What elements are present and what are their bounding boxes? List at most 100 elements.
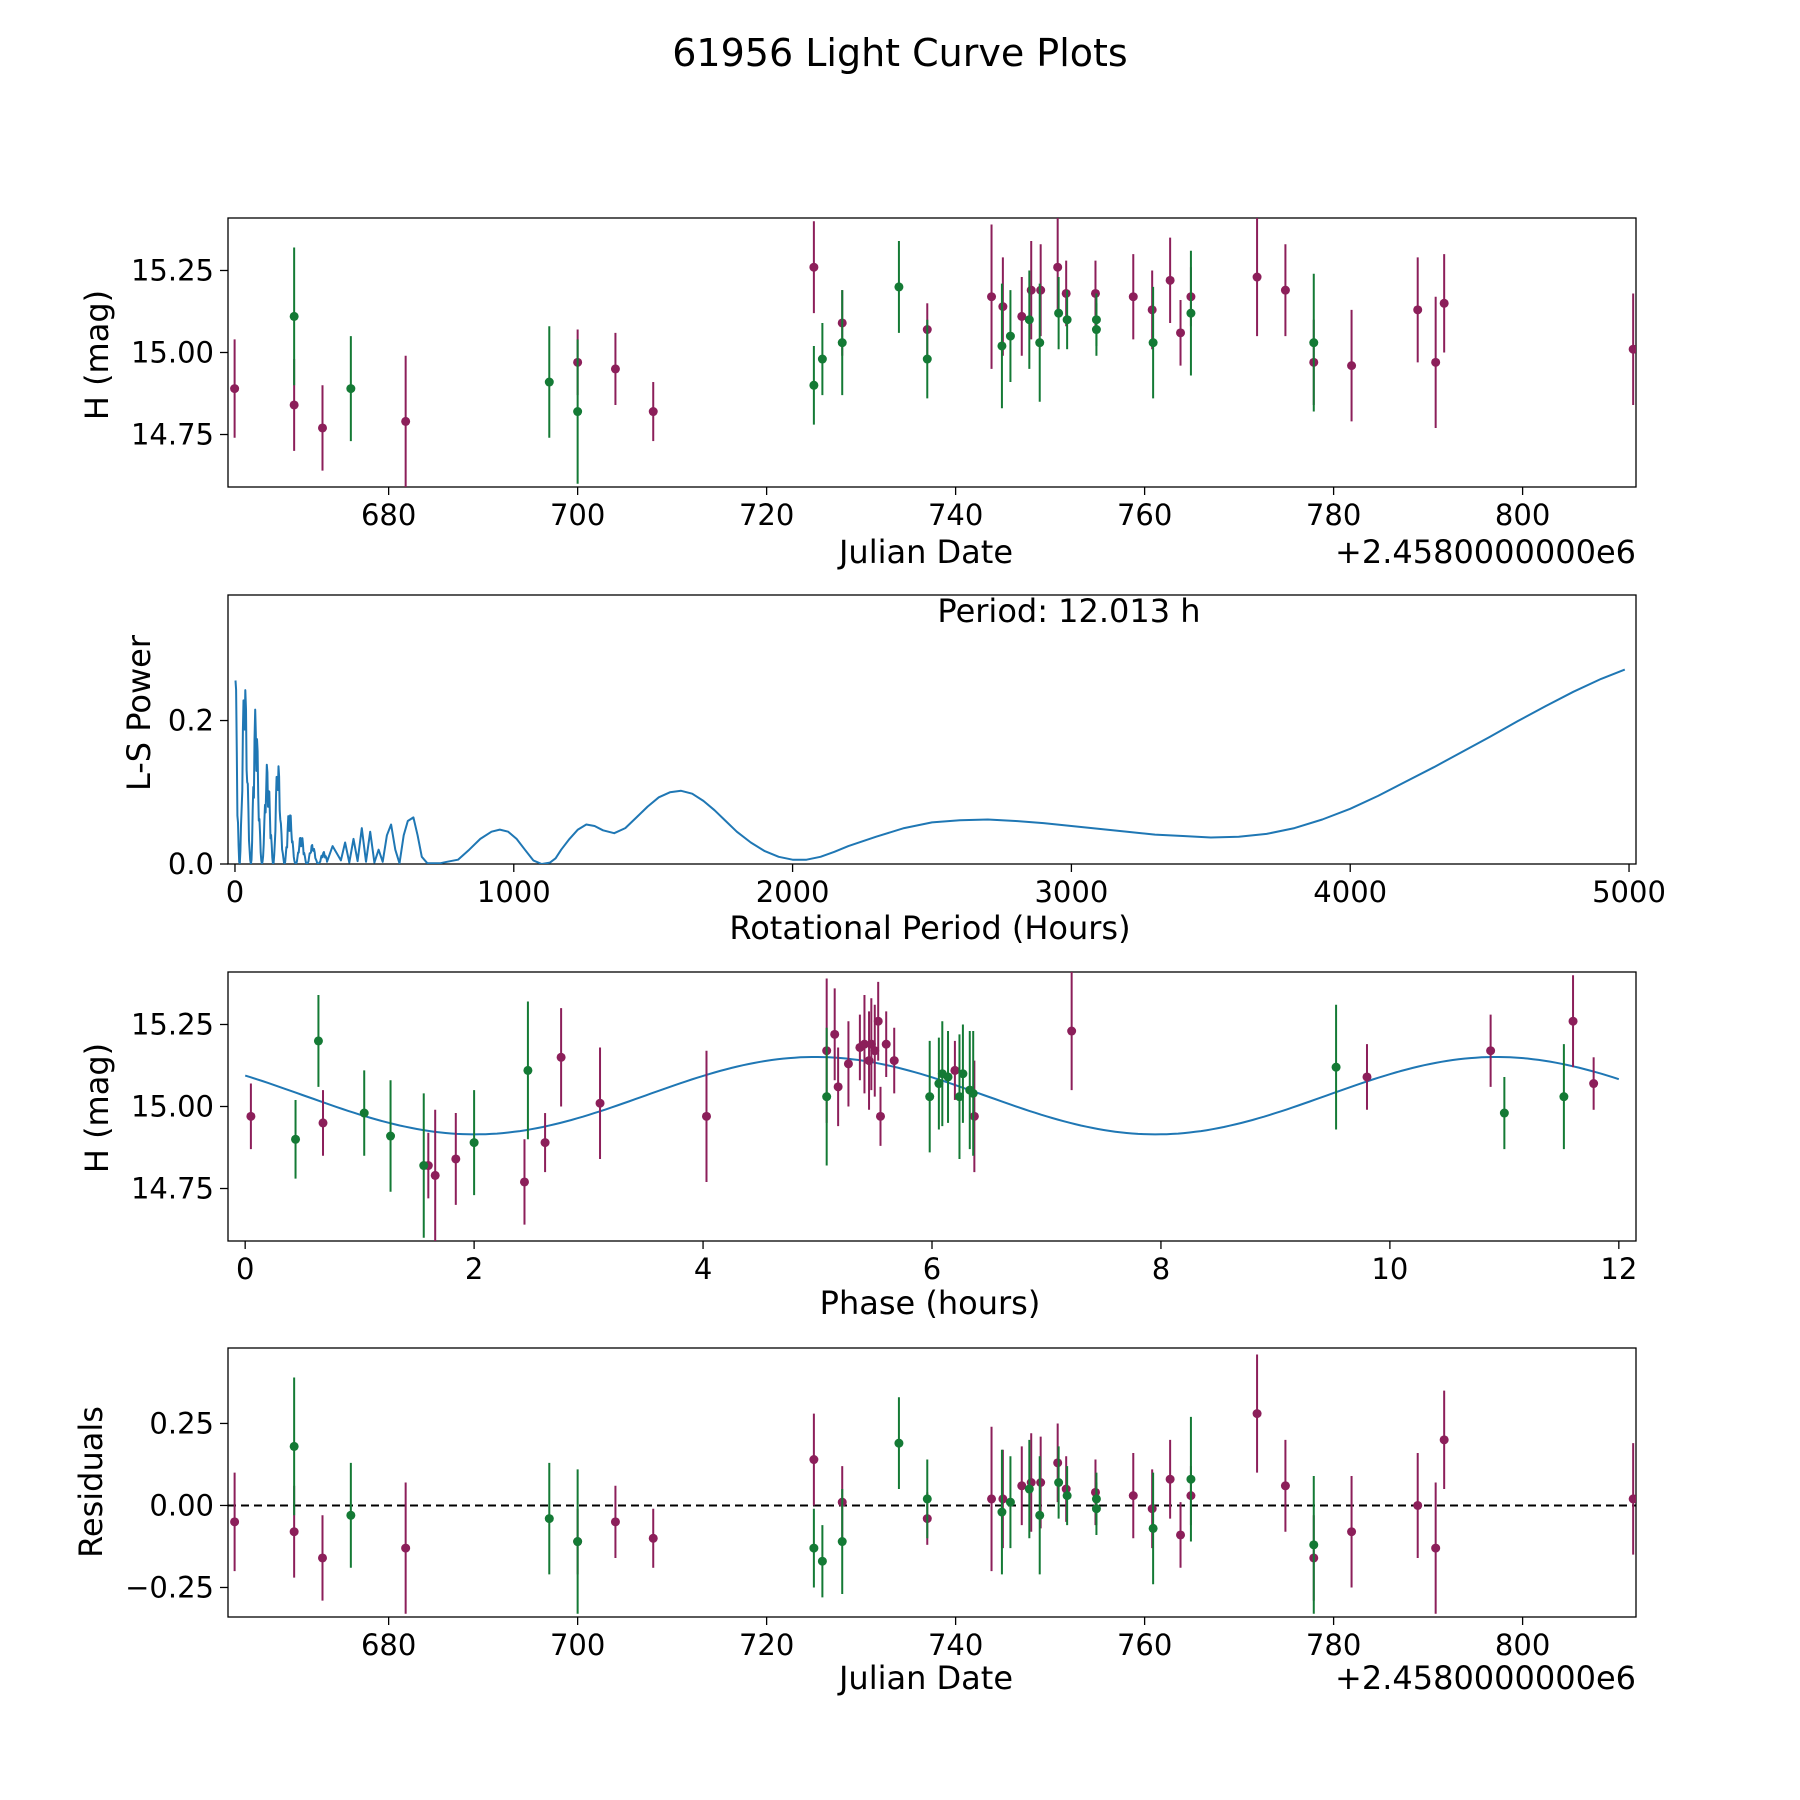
lightcurve-marker bbox=[809, 380, 819, 390]
phased-xtick-label: 8 bbox=[1152, 1252, 1170, 1286]
phased-point bbox=[419, 1093, 429, 1238]
phased-marker bbox=[950, 1065, 960, 1075]
lightcurve-xtick-label: 720 bbox=[739, 498, 794, 532]
residuals-point bbox=[1280, 1439, 1290, 1532]
residuals-offset-text: +2.4580000000e6 bbox=[1335, 1659, 1636, 1697]
residuals-xtick-label: 780 bbox=[1306, 1628, 1361, 1662]
residuals-point bbox=[1017, 1446, 1027, 1526]
phased-marker bbox=[875, 1111, 885, 1121]
residuals-marker bbox=[1309, 1540, 1319, 1550]
periodogram-xtick-label: 0 bbox=[226, 875, 244, 909]
phased-point bbox=[822, 1027, 832, 1166]
phased-marker bbox=[519, 1177, 529, 1187]
periodogram-xtick-label: 3000 bbox=[1034, 875, 1108, 909]
lightcurve-marker bbox=[1054, 308, 1064, 318]
lightcurve-xtick-label: 780 bbox=[1306, 498, 1361, 532]
lightcurve-point bbox=[817, 322, 827, 396]
residuals-point bbox=[997, 1449, 1007, 1575]
phased-marker bbox=[430, 1170, 440, 1180]
phased-point bbox=[843, 1021, 853, 1107]
residuals-point bbox=[573, 1469, 583, 1614]
phased-marker bbox=[523, 1065, 533, 1075]
phased-point bbox=[430, 1109, 440, 1241]
phased-point bbox=[1067, 972, 1077, 1091]
lightcurve-point bbox=[997, 283, 1007, 409]
residuals-point bbox=[1252, 1354, 1262, 1473]
phased-point bbox=[291, 1099, 301, 1179]
lightcurve-point bbox=[1439, 254, 1449, 353]
phased-marker bbox=[1331, 1062, 1341, 1072]
phased-marker bbox=[934, 1079, 944, 1089]
lightcurve-point bbox=[1280, 244, 1290, 337]
residuals-marker bbox=[544, 1514, 554, 1524]
periodogram-xtick-label: 1000 bbox=[477, 875, 551, 909]
lightcurve-marker bbox=[1148, 338, 1158, 348]
phased-point bbox=[523, 1001, 533, 1140]
phased-xlabel: Phase (hours) bbox=[820, 1284, 1041, 1322]
phased-xtick-label: 2 bbox=[465, 1252, 483, 1286]
lightcurve-marker bbox=[1024, 315, 1034, 325]
residuals-marker bbox=[317, 1553, 327, 1563]
phased-point bbox=[830, 988, 840, 1081]
lightcurve-marker bbox=[1347, 361, 1357, 371]
residuals-ytick-label: 0.25 bbox=[149, 1406, 214, 1440]
phased-marker bbox=[954, 1092, 964, 1102]
residuals-point bbox=[894, 1397, 904, 1490]
periodogram-xtick-label: 4000 bbox=[1313, 875, 1387, 909]
lightcurve-marker bbox=[1186, 308, 1196, 318]
lightcurve-marker bbox=[987, 292, 997, 302]
lightcurve-marker bbox=[1165, 275, 1175, 285]
residuals-point bbox=[1431, 1482, 1441, 1614]
lightcurve-marker bbox=[346, 384, 356, 394]
periodogram-xtick-label: 5000 bbox=[1592, 875, 1666, 909]
residuals-point bbox=[1024, 1439, 1034, 1539]
residuals-point bbox=[1439, 1390, 1449, 1490]
lightcurve-marker bbox=[289, 400, 299, 410]
lightcurve-marker bbox=[1035, 338, 1045, 348]
phased-point bbox=[859, 994, 869, 1094]
periodogram-ytick-label: 0.2 bbox=[168, 704, 214, 738]
lightcurve-point bbox=[1005, 290, 1015, 383]
phased-marker bbox=[556, 1052, 566, 1062]
lightcurve-xtick-label: 700 bbox=[550, 498, 605, 532]
residuals-point bbox=[317, 1515, 327, 1601]
residuals-ytick-label: 0.00 bbox=[149, 1488, 214, 1522]
phased-marker bbox=[843, 1059, 853, 1069]
residuals-marker bbox=[1128, 1491, 1138, 1501]
lightcurve-point bbox=[894, 240, 904, 333]
lightcurve-point bbox=[1309, 273, 1319, 412]
phased-xtick-label: 6 bbox=[923, 1252, 941, 1286]
lightcurve-marker bbox=[1252, 272, 1262, 282]
phased-marker bbox=[1067, 1026, 1077, 1036]
residuals-point bbox=[1186, 1416, 1196, 1542]
phased-point bbox=[1568, 975, 1578, 1068]
lightcurve-marker bbox=[1309, 338, 1319, 348]
phased-frame bbox=[227, 971, 1637, 1242]
lightcurve-point bbox=[1062, 290, 1072, 350]
lightcurve-point bbox=[922, 319, 932, 399]
residuals-point bbox=[1628, 1443, 1636, 1555]
phased-marker bbox=[1486, 1046, 1496, 1056]
phased-marker bbox=[873, 1016, 883, 1026]
lightcurve-point bbox=[1091, 303, 1101, 356]
phased-marker bbox=[1559, 1092, 1569, 1102]
residuals-point bbox=[648, 1508, 658, 1568]
residuals-point bbox=[1128, 1452, 1138, 1539]
residuals-marker bbox=[289, 1441, 299, 1451]
residuals-point bbox=[1062, 1466, 1072, 1526]
lightcurve-xtick-label: 760 bbox=[1117, 498, 1172, 532]
lightcurve-point bbox=[648, 382, 658, 442]
periodogram-ylabel: L-S Power bbox=[120, 634, 158, 791]
figure-title: 61956 Light Curve Plots bbox=[672, 31, 1127, 75]
phased-point bbox=[1486, 1014, 1496, 1087]
residuals-point bbox=[1026, 1433, 1036, 1532]
residuals-xtick-label: 700 bbox=[550, 1628, 605, 1662]
phased-point bbox=[246, 1083, 256, 1150]
residuals-point bbox=[987, 1426, 997, 1572]
lightcurve-plot-area bbox=[230, 218, 1636, 487]
residuals-point bbox=[230, 1472, 240, 1572]
lightcurve-point bbox=[230, 339, 240, 438]
phased-marker bbox=[318, 1118, 328, 1128]
phased-point bbox=[1589, 1057, 1599, 1110]
phased-ytick-label: 15.00 bbox=[131, 1090, 214, 1124]
